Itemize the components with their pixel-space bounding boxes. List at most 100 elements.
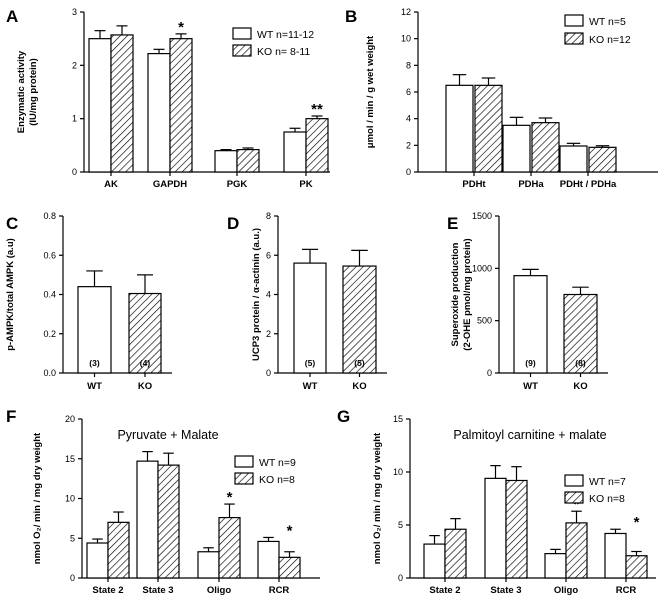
bar-wt (136, 460, 159, 579)
x-tick-label: Oligo (207, 585, 231, 596)
x-tick-label: WT (87, 381, 102, 392)
legend-label-wt: WT n=5 (589, 16, 626, 28)
bar-wt (445, 84, 474, 173)
bar-ko (128, 292, 162, 374)
x-tick-label: State 2 (92, 585, 123, 596)
y-tick-label: 0 (398, 573, 403, 583)
bar-wt (502, 124, 531, 173)
panel-label: A (6, 7, 18, 26)
bar-wt (257, 540, 280, 579)
y-tick-label: 3 (72, 7, 77, 17)
bar-wt (88, 38, 112, 173)
x-tick-label: WT (303, 381, 318, 392)
panel-a: A Enzymatic activity (IU/mg protein) 0 1 2 3 AK… (6, 7, 330, 190)
y-tick-label: 4 (406, 114, 411, 124)
y-axis-label: nmol O₂/ min / mg dry weight (32, 432, 43, 564)
y-tick-label: 20 (65, 414, 75, 424)
legend-swatch-wt (564, 14, 584, 27)
y-tick-label: 10 (401, 34, 411, 44)
bar-ko (110, 34, 134, 173)
y-tick-label: 6 (406, 87, 411, 97)
y-tick-label: 0.8 (43, 211, 56, 221)
sample-size-label: (5) (354, 358, 365, 368)
bar-ko (107, 521, 130, 579)
legend-label-ko: KO n=8 (589, 493, 625, 505)
bar-wt (214, 150, 238, 173)
x-tick-label: State 3 (490, 585, 521, 596)
y-tick-label: 1 (72, 114, 77, 124)
significance-marker: * (227, 489, 233, 506)
x-tick-label: GAPDH (153, 179, 187, 190)
panel-label: E (447, 214, 458, 233)
y-axis-label: Superoxide production (450, 242, 461, 346)
panel-label: B (345, 7, 357, 26)
panel-c: Cp-AMPK/total AMPK (a.u) 0.0 0.2 0.4 0.6 0.8 (… (5, 211, 172, 392)
x-tick-label: RCR (616, 585, 637, 596)
significance-marker: * (178, 19, 184, 36)
y-tick-label: 8 (266, 211, 271, 221)
panel-e: E Superoxide production (2-OHE pmol/mg pro… (447, 211, 608, 392)
significance-marker: ** (311, 101, 323, 118)
y-tick-label: 15 (393, 414, 403, 424)
panel-label: G (337, 407, 350, 426)
sample-size-label: (8) (575, 358, 586, 368)
legend-swatch-ko (564, 32, 584, 45)
legend-swatch-ko (232, 44, 252, 57)
x-tick-label: WT (523, 381, 538, 392)
y-tick-label: 5 (70, 533, 75, 543)
legend-label-ko: KO n= 8-11 (257, 46, 310, 58)
y-tick-label: 1000 (472, 263, 492, 273)
y-tick-label: 10 (393, 467, 403, 477)
legend-swatch-wt (234, 455, 254, 468)
x-tick-label: Oligo (554, 585, 578, 596)
bar-ko (588, 146, 617, 173)
significance-marker: * (634, 514, 640, 531)
y-tick-label: 0.0 (43, 368, 56, 378)
x-tick-label: KO (352, 381, 366, 392)
x-tick-label: KO (573, 381, 587, 392)
bar-wt (197, 551, 220, 579)
bar-wt (147, 52, 171, 173)
significance-marker: * (574, 496, 580, 513)
sample-size-label: (3) (89, 358, 100, 368)
y-tick-label: 1500 (472, 211, 492, 221)
y-tick-label: 8 (406, 60, 411, 70)
x-tick-label: PGK (227, 179, 248, 190)
y-tick-label: 10 (65, 494, 75, 504)
bar-wt (283, 131, 307, 173)
x-tick-label: PK (299, 179, 312, 190)
bar-ko (218, 516, 241, 579)
legend-swatch-wt (564, 474, 584, 487)
bar-wt (544, 553, 567, 579)
chart-title: Pyruvate + Malate (117, 428, 218, 442)
sample-size-label: (9) (525, 358, 536, 368)
y-tick-label: 2 (72, 60, 77, 70)
legend-swatch-ko (234, 472, 254, 485)
bar-wt (604, 532, 627, 579)
bar-wt (484, 477, 507, 579)
bar-ko (531, 122, 560, 173)
bar-ko (505, 479, 528, 579)
y-tick-label: 0.4 (43, 290, 56, 300)
bar-ko (563, 293, 598, 374)
significance-marker: * (287, 522, 293, 539)
legend-label-ko: KO n=12 (589, 34, 631, 46)
y-tick-label: 0.2 (43, 329, 56, 339)
bar-ko (157, 464, 180, 579)
bar-ko (169, 38, 193, 173)
sample-size-label: (4) (140, 358, 151, 368)
y-axis-label: μmol / min / g wet weight (365, 35, 376, 148)
y-tick-label: 2 (266, 329, 271, 339)
y-axis-label: UCP3 protein / α-actinin (a.u.) (251, 228, 262, 361)
bar-ko (342, 265, 377, 374)
bar-wt (293, 262, 327, 374)
legend-label-wt: WT n=7 (589, 476, 626, 488)
panel-f: F Pyruvate + Malate nmol O₂/ min / mg dry … (6, 407, 320, 596)
bar-wt (513, 275, 548, 374)
panel-label: C (6, 214, 18, 233)
y-tick-label: 5 (398, 520, 403, 530)
y-tick-label: 0 (406, 167, 411, 177)
y-tick-label: 4 (266, 290, 271, 300)
